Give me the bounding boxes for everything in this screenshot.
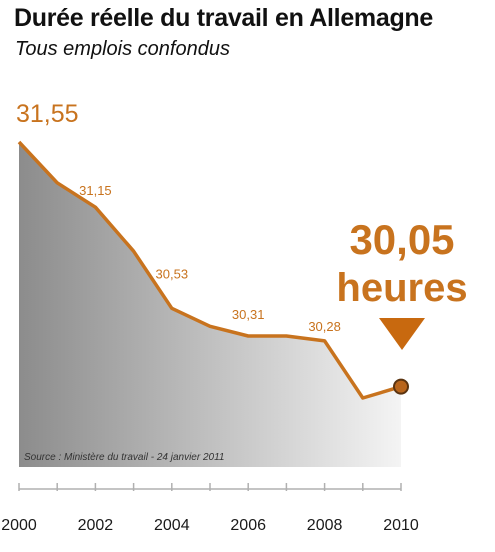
data-point [393,378,409,395]
chart-subtitle: Tous emplois confondus [15,38,230,60]
data-label: 30,28 [308,319,341,334]
x-tick-label: 2010 [383,517,419,534]
x-tick-label: 2006 [230,517,266,534]
x-tick-label: 2008 [307,517,343,534]
arrow-down-icon [379,318,425,350]
highlight-value: 30,05 [349,216,454,263]
data-label: 30,31 [232,307,265,322]
chart-title: Durée réelle du travail en Allemagne [14,4,433,32]
x-tick-label: 2002 [78,517,114,534]
series-line [17,140,402,400]
x-tick-label: 2000 [1,517,37,534]
area-fill [19,142,401,467]
highlight-unit: heures [336,266,467,310]
data-label: 31,55 [16,100,79,128]
data-label: 30,53 [156,266,189,281]
source-note: Source : Ministère du travail - 24 janvi… [24,452,224,463]
x-tick-label: 2004 [154,517,190,534]
data-label: 31,15 [79,183,112,198]
